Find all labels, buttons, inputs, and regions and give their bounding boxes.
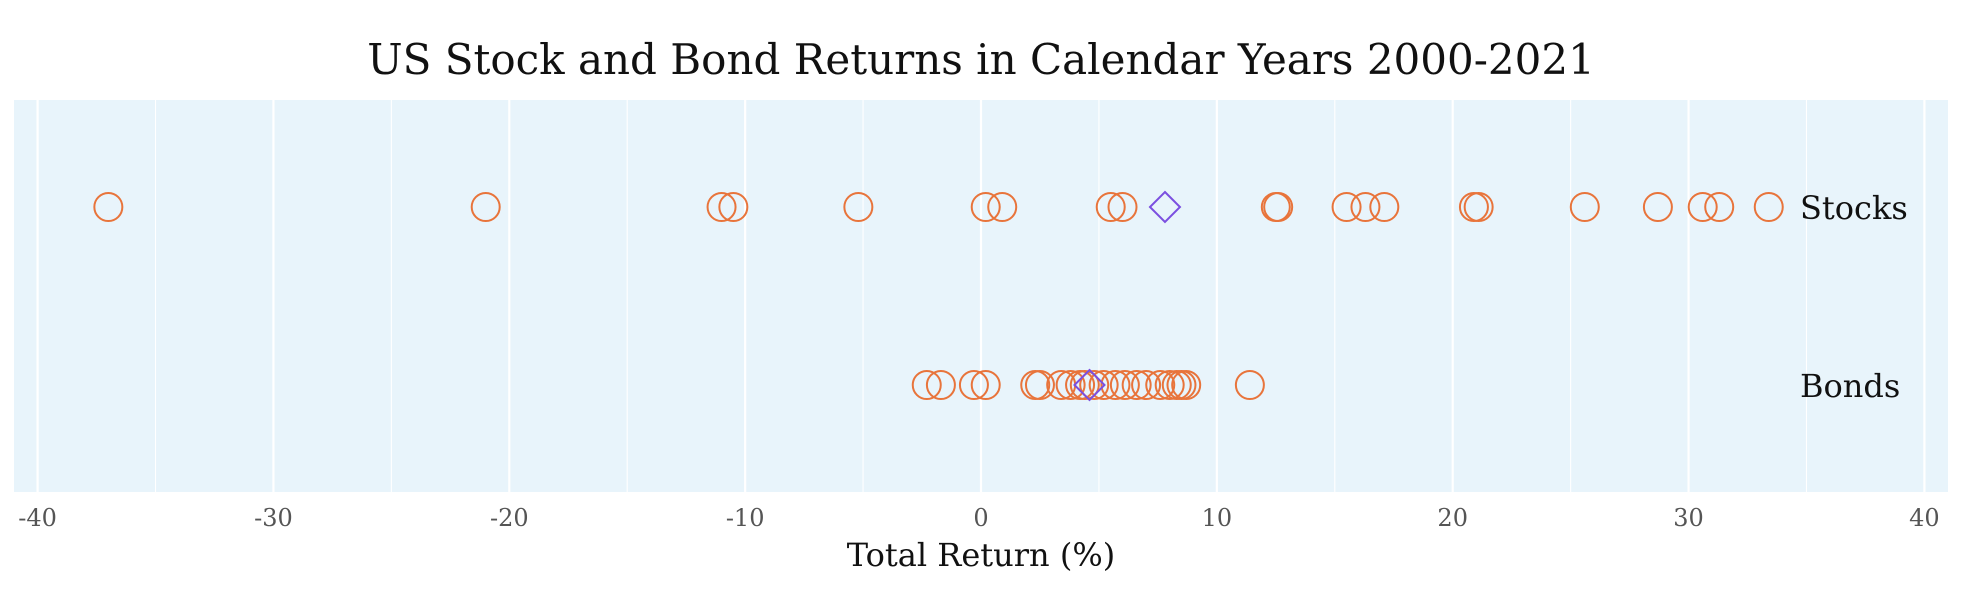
data-point (1642, 192, 1673, 222)
data-point (970, 192, 1001, 222)
data-point (911, 370, 942, 400)
data-point (1753, 192, 1784, 222)
data-point (1024, 370, 1055, 400)
row-label-stocks: Stocks (1800, 189, 1908, 227)
data-point (1331, 192, 1362, 222)
data-point (1263, 192, 1294, 222)
data-point (1463, 192, 1494, 222)
data-point (1055, 370, 1086, 400)
data-point (1088, 370, 1119, 400)
row-label-bonds: Bonds (1800, 367, 1900, 405)
x-tick-label: 10 (1202, 504, 1233, 532)
data-point (1100, 370, 1131, 400)
data-point (1569, 192, 1600, 222)
x-tick-label: 40 (1909, 504, 1940, 532)
mean-marker (1148, 190, 1182, 224)
data-point (1145, 370, 1176, 400)
series-stocks (93, 190, 1784, 224)
data-point (1079, 370, 1110, 400)
data-point (970, 370, 1001, 400)
grid-lines (36, 100, 1926, 492)
data-point (987, 192, 1018, 222)
series-bonds (911, 368, 1265, 402)
x-tick-label: -30 (254, 504, 293, 532)
data-point (1154, 370, 1185, 400)
data-point (1687, 192, 1718, 222)
data-point (470, 192, 501, 222)
chart-title: US Stock and Bond Returns in Calendar Ye… (367, 35, 1595, 84)
x-tick-label: 0 (973, 504, 988, 532)
data-point (1121, 370, 1152, 400)
x-tick-label: 30 (1673, 504, 1704, 532)
x-axis-title: Total Return (%) (847, 536, 1115, 574)
data-point (93, 192, 124, 222)
x-tick-label: 20 (1437, 504, 1468, 532)
row-labels: Stocks Bonds (1800, 189, 1908, 405)
mean-marker (1073, 368, 1106, 402)
data-point (718, 192, 749, 222)
data-point (1069, 370, 1100, 400)
data-point (1107, 192, 1138, 222)
data-point (1109, 370, 1140, 400)
data-point (843, 192, 874, 222)
data-point (1704, 192, 1735, 222)
data-marks (93, 190, 1784, 402)
data-point (1095, 192, 1126, 222)
data-point (706, 192, 737, 222)
x-tick-label: -20 (490, 504, 529, 532)
data-point (1369, 192, 1400, 222)
x-tick-label: -40 (18, 504, 57, 532)
data-point (925, 370, 956, 400)
data-point (1350, 192, 1381, 222)
data-point (1171, 370, 1202, 400)
x-tick-label: -10 (726, 504, 765, 532)
data-point (958, 370, 989, 400)
data-point (1131, 370, 1162, 400)
x-axis-ticks: -40 -30 -20 -10 0 10 20 30 40 (18, 504, 1939, 532)
data-point (1234, 370, 1265, 400)
